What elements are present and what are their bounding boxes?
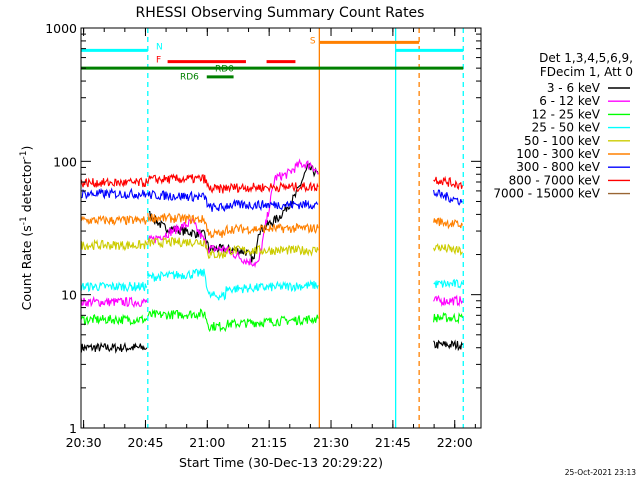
flag-label-rd6: RD6 xyxy=(180,73,199,83)
y-tick-label: 1 xyxy=(69,421,77,436)
series-line xyxy=(147,189,319,213)
series-line xyxy=(433,189,463,206)
legend-label: 6 - 12 keV xyxy=(539,94,601,108)
chart-title: RHESSI Observing Summary Count Rates xyxy=(136,5,425,21)
x-tick-label: 20:30 xyxy=(66,435,102,450)
y-axis-label: Count Rate (s-1 detector-1) xyxy=(19,146,34,311)
series-line xyxy=(433,311,463,325)
legend-label: 12 - 25 keV xyxy=(532,107,601,121)
series-line xyxy=(80,238,148,252)
series-line xyxy=(147,308,319,333)
series-line xyxy=(433,243,463,256)
axis-layer: 20:30 20:45 21:00 21:15 21:30 21:45 22:00 1 10 10… xyxy=(45,21,481,450)
series-line xyxy=(147,158,319,269)
series-line xyxy=(80,214,148,226)
y-axis-label-part: Count Rate (s xyxy=(19,225,34,310)
y-tick-label: 10 xyxy=(61,288,77,303)
legend-label: 3 - 6 keV xyxy=(547,81,601,95)
legend-label: 7000 - 15000 keV xyxy=(493,187,600,201)
y-axis-label-sup: -1 xyxy=(19,151,29,160)
series-line xyxy=(80,281,148,293)
flag-label-n: N xyxy=(156,42,163,52)
series-line xyxy=(80,341,148,354)
flag-label-rd0: RD0 xyxy=(215,65,234,75)
y-axis-label-part: detector xyxy=(19,159,34,217)
legend-label: 25 - 50 keV xyxy=(532,121,601,135)
series-line xyxy=(147,212,319,239)
series-line xyxy=(80,313,148,326)
series-line xyxy=(433,217,463,230)
series-line xyxy=(80,177,148,188)
x-tick-label: 21:45 xyxy=(375,435,411,450)
legend-label: 800 - 7000 keV xyxy=(509,173,601,187)
series-line xyxy=(147,268,319,301)
y-axis-label-sup: -1 xyxy=(19,216,29,225)
x-tick-label: 20:45 xyxy=(127,435,163,450)
x-tick-label: 21:15 xyxy=(251,435,287,450)
series-line xyxy=(80,295,148,309)
flag-label-f: F xyxy=(156,56,161,66)
x-axis-label: Start Time (30-Dec-13 20:29:22) xyxy=(179,455,383,470)
legend: Det 1,3,4,5,6,9,FDecim 1, Att 0 3 - 6 keV… xyxy=(493,51,633,201)
x-tick-label: 21:00 xyxy=(189,435,225,450)
legend-header: FDecim 1, Att 0 xyxy=(540,65,633,79)
series-line xyxy=(147,236,319,260)
series-layer xyxy=(80,158,463,354)
flag-label-s: S xyxy=(310,36,316,46)
series-line xyxy=(147,173,319,194)
legend-header: Det 1,3,4,5,6,9, xyxy=(539,51,633,65)
x-tick-label: 21:30 xyxy=(313,435,349,450)
legend-label: 100 - 300 keV xyxy=(516,147,600,161)
legend-label: 300 - 800 keV xyxy=(516,160,600,174)
y-tick-label: 100 xyxy=(53,154,77,169)
timestamp: 25-Oct-2021 23:13 xyxy=(565,468,636,477)
overlay-layer: NF S RD0 RD6 xyxy=(81,28,464,428)
y-axis-label-part: ) xyxy=(19,146,34,151)
plot-frame xyxy=(80,27,482,429)
series-line xyxy=(433,175,463,191)
series-line xyxy=(433,278,463,289)
series-line xyxy=(81,187,148,200)
series-line xyxy=(433,339,463,352)
x-tick-label: 22:00 xyxy=(437,435,473,450)
series-line xyxy=(433,294,463,308)
legend-label: 50 - 100 keV xyxy=(524,134,601,148)
y-tick-label: 1000 xyxy=(45,21,77,36)
